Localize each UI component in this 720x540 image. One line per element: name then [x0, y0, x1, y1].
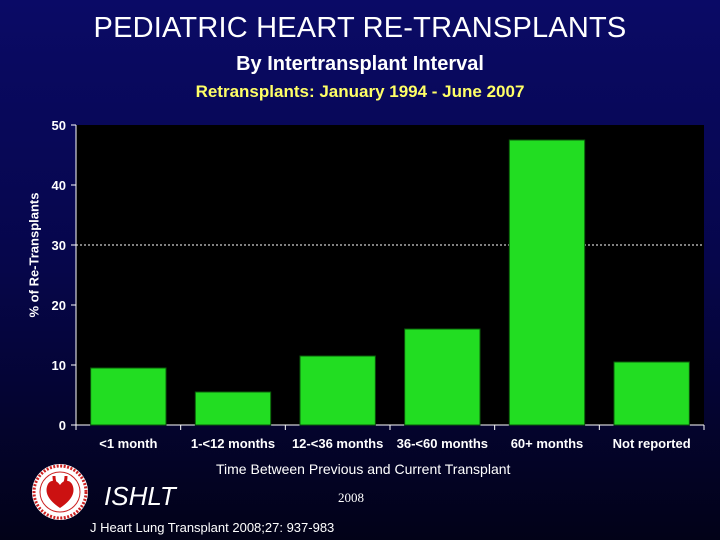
y-tick-label: 40 — [52, 178, 66, 193]
citation: J Heart Lung Transplant 2008;27: 937-983 — [90, 520, 335, 535]
y-tick-label: 30 — [52, 238, 66, 253]
x-tick-label: 1-<12 months — [191, 436, 275, 451]
bar — [404, 328, 481, 426]
x-tick-label: 12-<36 months — [292, 436, 383, 451]
y-tick-label: 10 — [52, 358, 66, 373]
chart-subtitle: By Intertransplant Interval — [236, 53, 484, 75]
x-tick-label: 36-<60 months — [397, 436, 488, 451]
x-tick-label: Not reported — [613, 436, 691, 451]
x-tick-label: 60+ months — [511, 436, 584, 451]
y-tick-label: 50 — [52, 118, 66, 133]
organization-name: ISHLT — [104, 481, 176, 511]
chart-title: PEDIATRIC HEART RE-TRANSPLANTS — [93, 12, 627, 44]
y-tick-label: 20 — [52, 298, 66, 313]
y-axis-label: % of Re-Transplants — [26, 192, 42, 318]
bar — [299, 355, 376, 426]
x-tick-label: <1 month — [99, 436, 157, 451]
plot-area — [76, 125, 704, 425]
bar — [508, 139, 586, 426]
bar — [613, 361, 690, 426]
x-axis-label: Time Between Previous and Current Transp… — [216, 461, 511, 477]
ishlt-logo-icon — [32, 464, 88, 520]
date-range-subtitle: Retransplants: January 1994 - June 2007 — [195, 82, 525, 101]
report-year: 2008 — [338, 490, 364, 505]
y-tick-label: 0 — [59, 418, 66, 433]
bar — [90, 367, 167, 426]
bar — [194, 391, 272, 426]
